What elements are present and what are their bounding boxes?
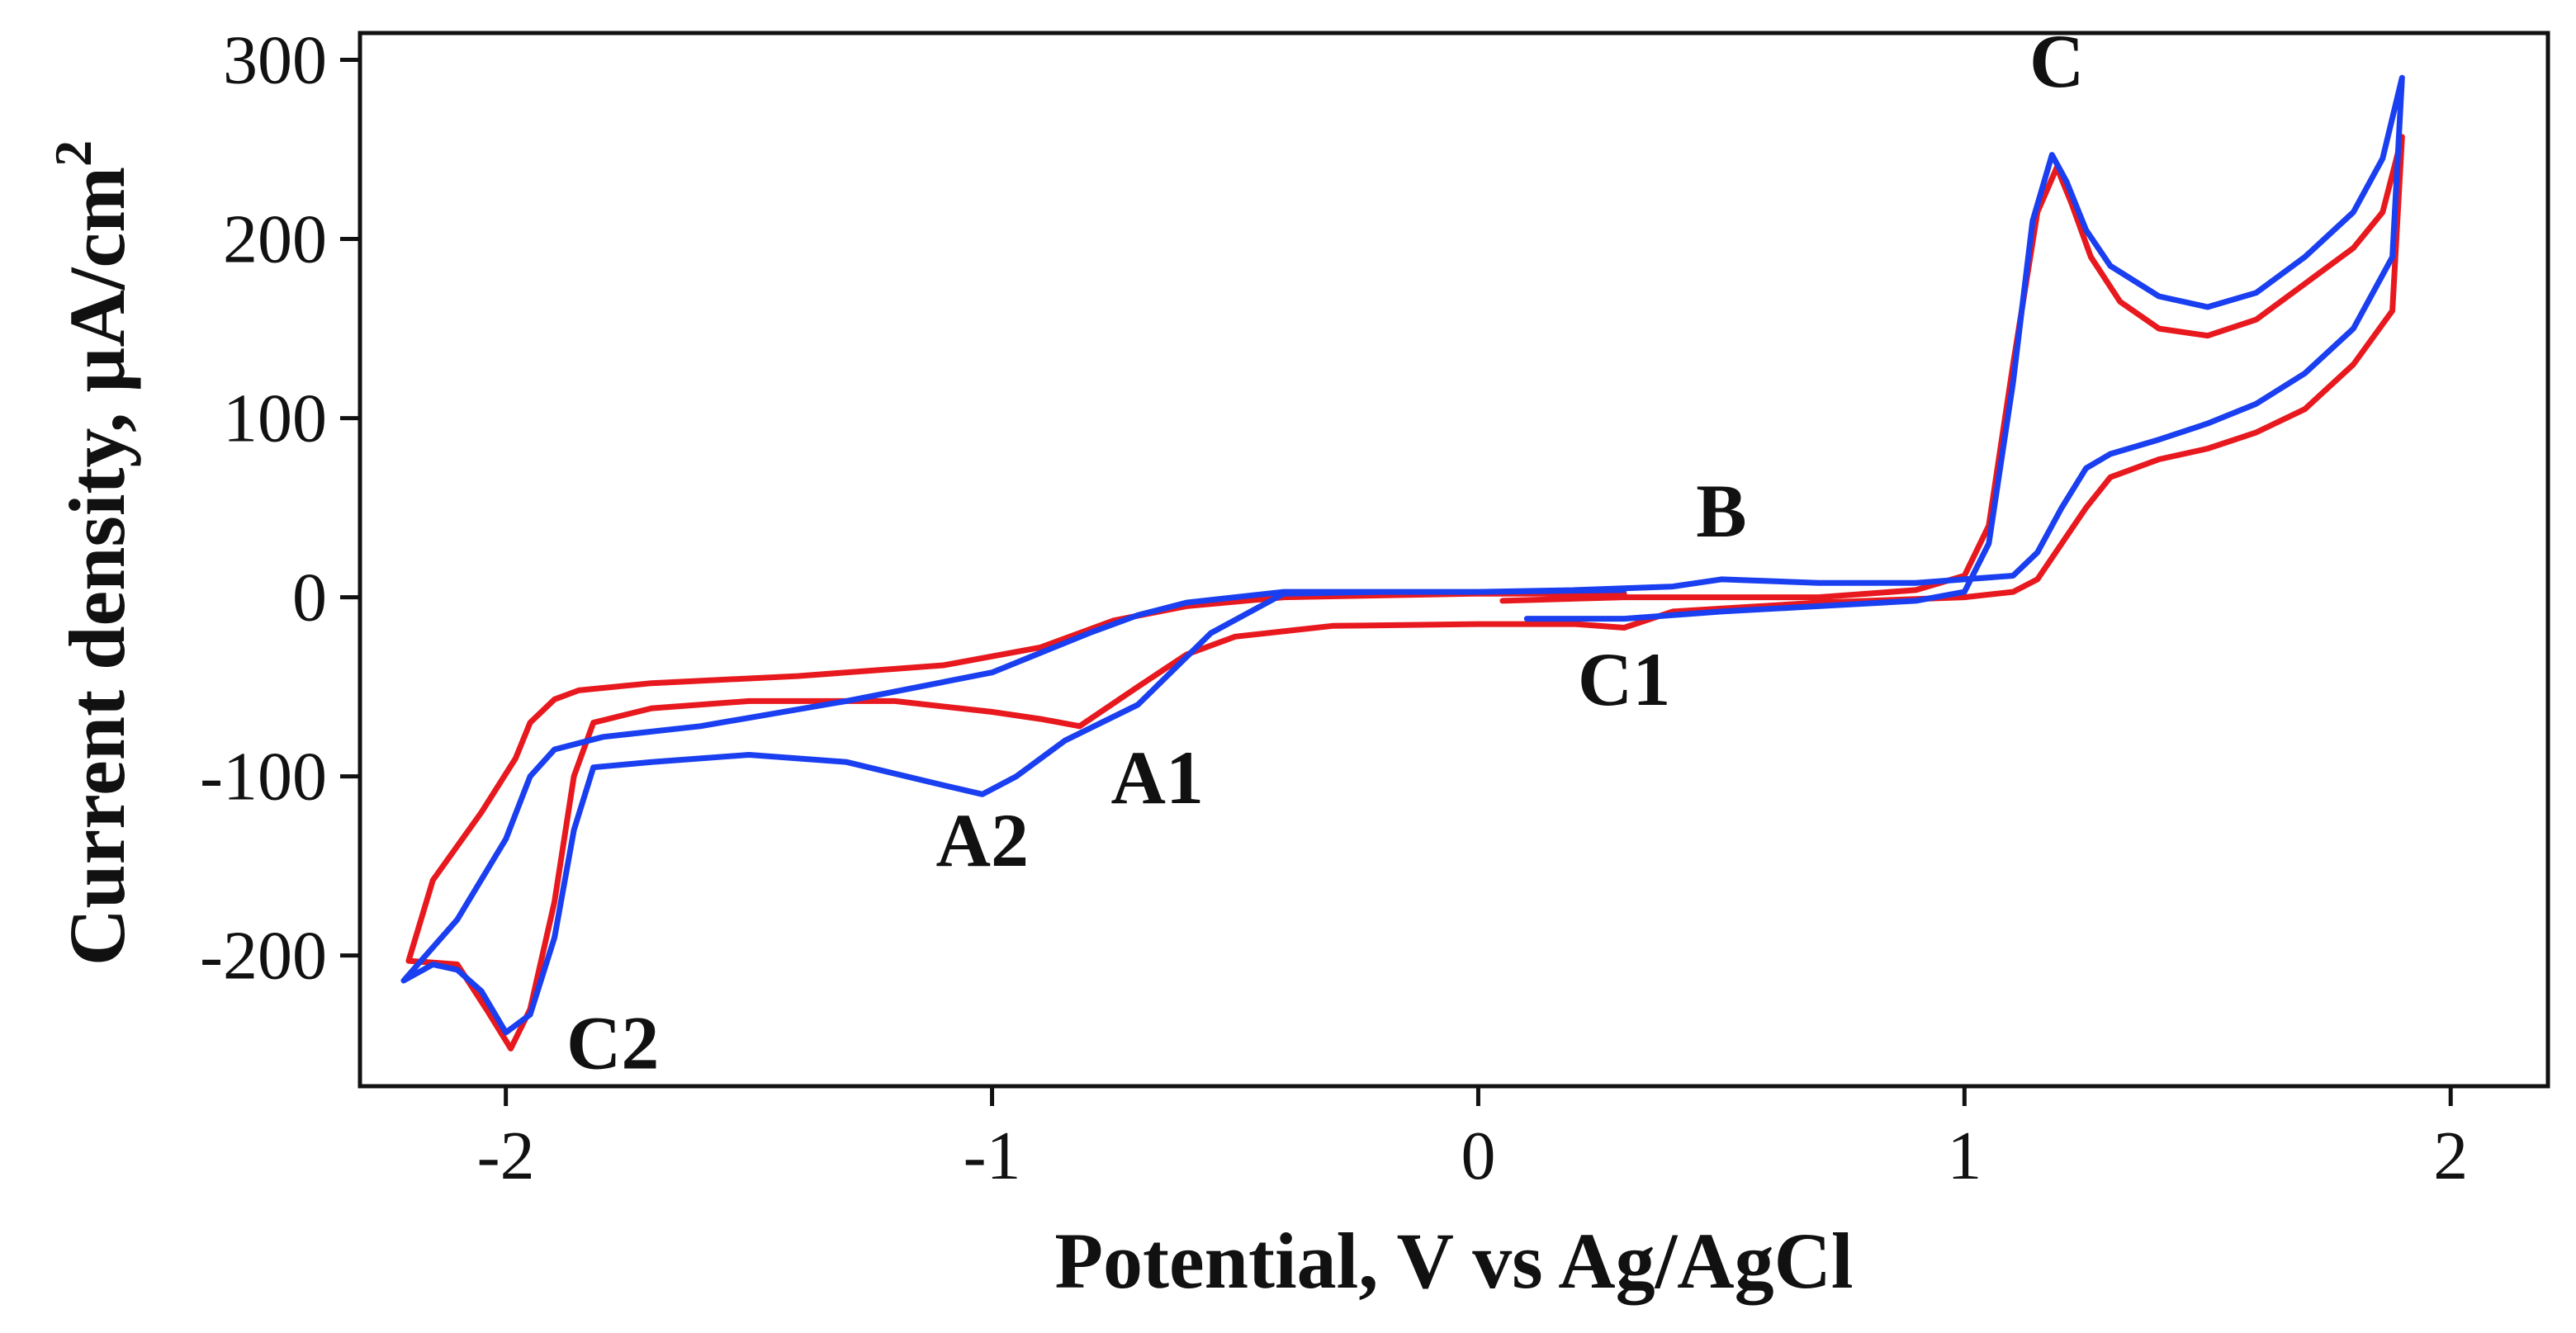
series-layer [400,74,2405,1052]
y-tick-label: 0 [292,560,327,636]
y-tick-label: 100 [223,381,327,457]
y-axis-title-superscript: 2 [44,140,102,167]
x-tick-label: -1 [964,1118,1021,1194]
y-tick-label: -200 [200,918,327,995]
x-tick-label: 0 [1461,1118,1495,1194]
series-cycle-red [405,134,2405,1052]
y-tick-label: -100 [200,739,327,815]
peak-label-a2: A2 [936,798,1029,882]
peak-label-a1: A1 [1111,735,1204,820]
x-axis-ticks: -2 -1 0 1 2 [477,1086,2468,1194]
x-tick-label: 1 [1947,1118,1982,1194]
y-axis-title: Current density, µA/cm2 [44,140,141,966]
x-tick-label: -2 [477,1118,535,1194]
x-axis-title: Potential, V vs Ag/AgCl [1054,1217,1853,1305]
peak-label-b: B [1696,469,1746,553]
y-axis-title-main: Current density, µA/cm [53,167,141,966]
peak-label-c1: C1 [1578,637,1670,721]
y-tick-label: 300 [223,22,327,99]
peak-label-c2: C2 [566,1000,659,1085]
peak-label-c: C [2029,19,2084,103]
x-tick-label: 2 [2433,1118,2468,1194]
y-tick-label: 200 [223,201,327,278]
plot-frame [358,31,2550,1089]
peak-annotations: C B C1 A1 A2 C2 [566,19,2084,1085]
series-cycle-blue [400,74,2405,1036]
y-axis-ticks: -200 -100 0 100 200 300 [200,22,360,995]
